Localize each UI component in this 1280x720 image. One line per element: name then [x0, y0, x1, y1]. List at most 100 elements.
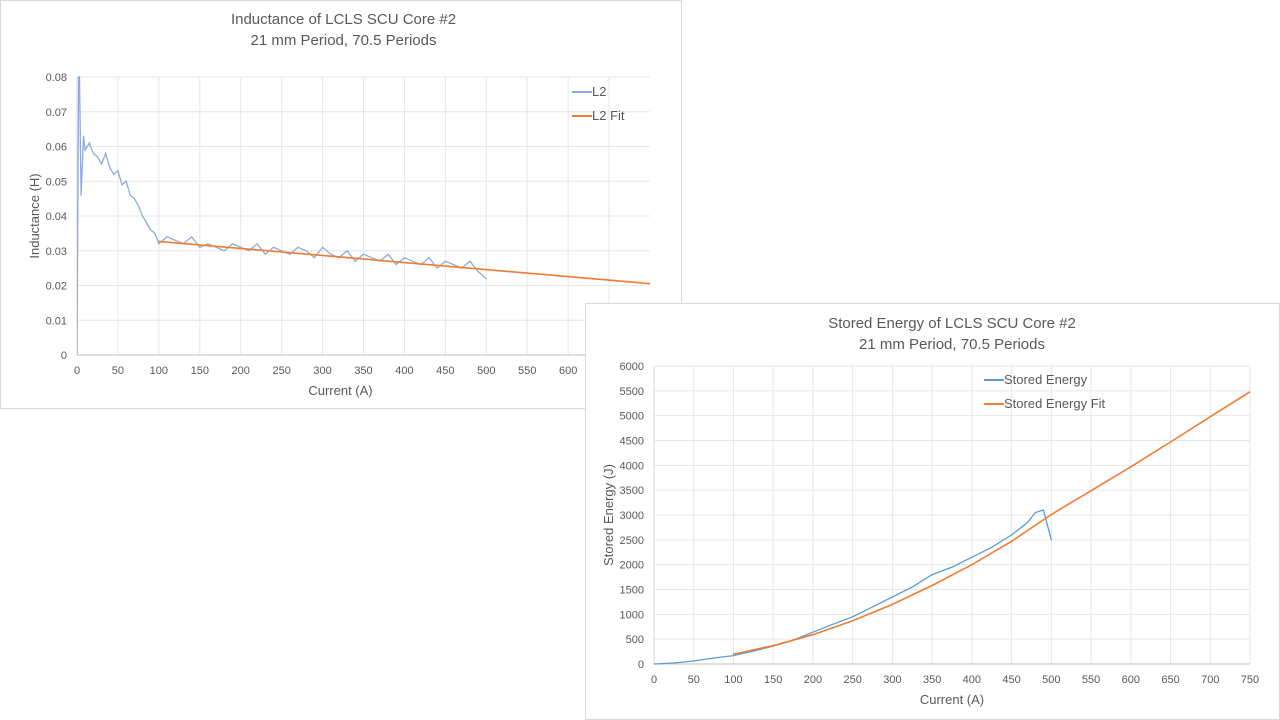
y-tick-label: 0.04: [46, 211, 67, 223]
data-point: [133, 198, 135, 200]
data-point: [1130, 466, 1132, 468]
data-point: [272, 246, 275, 248]
data-point: [109, 166, 111, 168]
x-tick-label: 400: [963, 674, 981, 686]
series-line-fit: [158, 240, 650, 285]
data-point: [812, 634, 814, 636]
x-tick-label: 100: [724, 674, 742, 686]
data-point: [452, 264, 455, 266]
data-point: [891, 603, 893, 605]
data-point: [92, 152, 94, 155]
data-point: [322, 246, 324, 248]
data-point: [911, 586, 913, 588]
data-point: [191, 236, 193, 238]
data-point: [84, 149, 86, 151]
data-point: [105, 152, 107, 155]
data-point: [403, 257, 405, 259]
data-point: [78, 76, 81, 78]
x-tick-label: 100: [150, 365, 168, 377]
data-point: [1042, 509, 1044, 511]
x-tick-label: 150: [764, 674, 782, 686]
data-point: [469, 260, 471, 262]
data-point: [158, 240, 160, 242]
y-tick-label: 6000: [620, 361, 644, 373]
data-point: [395, 264, 397, 266]
y-tick-label: 0.06: [46, 142, 67, 154]
x-tick-label: 350: [923, 674, 941, 686]
x-tick-label: 650: [1161, 674, 1179, 686]
chart-title: Inductance of LCLS SCU Core #2: [231, 11, 456, 28]
data-point: [852, 620, 854, 622]
data-point: [166, 236, 168, 238]
data-point: [693, 660, 695, 662]
data-point: [223, 250, 225, 252]
data-point: [240, 246, 242, 248]
data-point: [289, 253, 291, 255]
data-point: [174, 239, 176, 241]
x-axis-label: Current (A): [308, 383, 372, 398]
y-tick-label: 2000: [620, 560, 644, 572]
data-point: [207, 243, 209, 245]
data-point: [1050, 513, 1052, 516]
data-point: [732, 655, 735, 657]
chart-title: Stored Energy of LCLS SCU Core #2: [828, 315, 1076, 332]
data-point: [931, 584, 933, 587]
data-point: [354, 260, 356, 262]
data-point: [891, 596, 893, 598]
series-line-fit: [733, 391, 1250, 655]
data-point: [199, 246, 201, 248]
legend-label: L2: [592, 84, 606, 99]
data-point: [812, 631, 814, 633]
data-point: [141, 215, 144, 217]
y-tick-label: 3500: [620, 485, 644, 497]
x-tick-label: 250: [843, 674, 861, 686]
y-tick-label: 0: [61, 350, 67, 362]
legend-label: Stored Energy Fit: [1004, 396, 1106, 411]
data-point: [264, 253, 266, 255]
data-point: [713, 657, 715, 659]
data-point: [991, 546, 993, 548]
data-point: [654, 663, 655, 665]
data-point: [231, 243, 234, 245]
y-tick-label: 0.08: [46, 72, 67, 84]
data-point: [77, 354, 78, 356]
data-point: [117, 170, 119, 172]
legend-label: L2 Fit: [592, 108, 625, 123]
y-tick-label: 0.03: [46, 246, 67, 258]
y-tick-label: 0.07: [46, 107, 67, 119]
data-point: [951, 566, 953, 568]
data-point: [346, 250, 348, 252]
data-point: [971, 556, 973, 558]
data-point: [436, 267, 438, 269]
data-point: [82, 135, 85, 137]
data-point: [362, 253, 365, 255]
x-tick-label: 0: [74, 365, 80, 377]
data-point: [88, 142, 90, 144]
data-point: [444, 260, 446, 262]
x-tick-label: 750: [1241, 674, 1259, 686]
data-point: [80, 194, 82, 196]
y-tick-label: 5000: [620, 411, 644, 423]
data-point: [129, 194, 131, 196]
data-point: [832, 623, 834, 625]
data-point: [485, 278, 487, 280]
x-tick-label: 350: [354, 365, 372, 377]
data-point: [281, 250, 283, 252]
data-point: [1169, 441, 1172, 443]
x-axis-label: Current (A): [920, 692, 984, 707]
x-tick-label: 150: [191, 365, 209, 377]
x-tick-label: 50: [112, 365, 124, 377]
data-point: [158, 243, 160, 245]
data-point: [1026, 521, 1029, 524]
data-point: [1090, 490, 1092, 492]
x-tick-label: 550: [518, 365, 536, 377]
y-tick-label: 5500: [620, 386, 644, 398]
data-point: [125, 180, 127, 182]
x-tick-label: 300: [313, 365, 331, 377]
y-tick-label: 0.02: [46, 281, 67, 293]
x-tick-label: 600: [1122, 674, 1140, 686]
x-tick-label: 550: [1082, 674, 1100, 686]
data-point: [852, 616, 854, 618]
data-point: [121, 184, 123, 186]
x-tick-label: 200: [804, 674, 822, 686]
